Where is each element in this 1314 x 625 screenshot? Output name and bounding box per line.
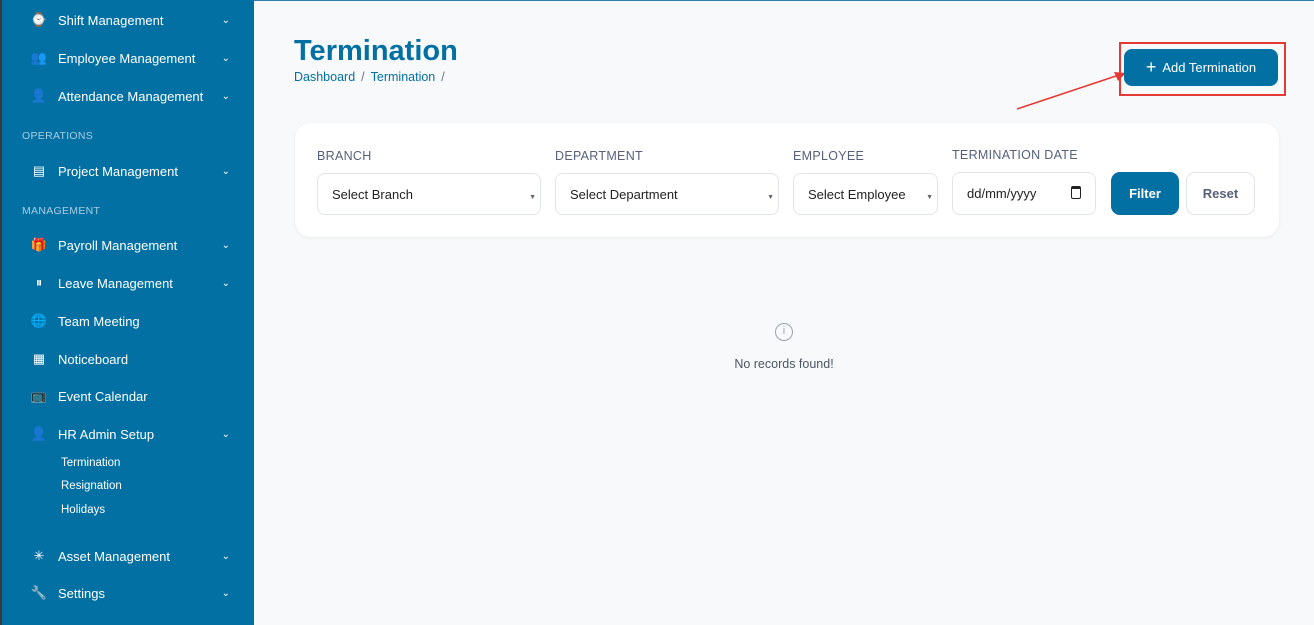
layout-icon: ▤	[32, 163, 46, 178]
section-operations: OPERATIONS	[22, 130, 94, 142]
pause-circle-icon: ⏸	[35, 275, 43, 290]
annotation-arrow	[1016, 72, 1126, 110]
page-title: Termination	[294, 35, 458, 67]
tv-icon: 📺	[30, 388, 48, 403]
sidebar-item-settings[interactable]: 🔧 Settings ⌄	[30, 585, 230, 601]
breadcrumb: Dashboard / Termination /	[294, 70, 445, 84]
reset-button[interactable]: Reset	[1186, 172, 1255, 215]
employee-select[interactable]: Select Employee ▼	[793, 173, 938, 215]
plus-icon: +	[1145, 57, 1157, 77]
empty-state: i No records found!	[254, 323, 1314, 371]
sidebar-subitem-holidays[interactable]: Holidays	[61, 504, 106, 516]
sidebar-subitem-termination[interactable]: Termination	[61, 457, 121, 469]
calendar-icon	[1071, 186, 1081, 199]
highlight-box	[1119, 42, 1286, 96]
caret-down-icon: ▼	[926, 194, 933, 201]
sidebar-item-payroll-management[interactable]: 🎁 Payroll Management ⌄	[30, 237, 230, 253]
chevron-down-icon: ⌄	[221, 587, 230, 599]
sidebar-item-hr-admin-setup[interactable]: 👤 HR Admin Setup ⌄	[30, 426, 230, 442]
breadcrumb-termination[interactable]: Termination	[370, 70, 436, 84]
chevron-down-icon: ⌄	[221, 165, 230, 177]
sidebar-item-team-meeting[interactable]: 🌐 Team Meeting	[30, 313, 140, 329]
section-management: MANAGEMENT	[22, 205, 101, 217]
sidebar-item-leave-management[interactable]: ⏸ Leave Management ⌄	[30, 271, 230, 295]
chevron-down-icon: ⌄	[221, 550, 230, 562]
watch-icon: ⌚	[30, 12, 48, 27]
sidebar-item-event-calendar[interactable]: 📺 Event Calendar	[30, 388, 148, 404]
department-label: DEPARTMENT	[555, 149, 643, 163]
chevron-down-icon: ⌄	[221, 90, 230, 102]
filter-card: BRANCH Select Branch ▼ DEPARTMENT Select …	[295, 123, 1279, 237]
gift-icon: 🎁	[30, 237, 48, 252]
termination-date-label: TERMINATION DATE	[952, 148, 1078, 162]
info-icon: i	[775, 323, 793, 341]
sidebar-subitem-resignation[interactable]: Resignation	[61, 480, 122, 492]
caret-down-icon: ▼	[767, 194, 774, 201]
wrench-icon: 🔧	[30, 585, 48, 600]
add-termination-button[interactable]: + Add Termination	[1124, 49, 1278, 86]
chevron-down-icon: ⌄	[221, 52, 230, 64]
branch-label: BRANCH	[317, 149, 372, 163]
empty-message: No records found!	[734, 357, 834, 371]
user-check-icon: 👤	[30, 88, 48, 103]
branch-select[interactable]: Select Branch ▼	[317, 173, 541, 215]
sidebar-item-shift-management[interactable]: ⌚ Shift Management ⌄	[30, 12, 230, 28]
globe-icon: 🌐	[30, 313, 48, 328]
sidebar-item-attendance-management[interactable]: 👤 Attendance Management ⌄	[30, 88, 230, 104]
sidebar-item-noticeboard[interactable]: ▦ Noticeboard	[30, 347, 230, 371]
chevron-down-icon: ⌄	[221, 277, 230, 289]
sidebar-item-project-management[interactable]: ▤ Project Management ⌄	[30, 159, 230, 183]
chevron-down-icon: ⌄	[221, 14, 230, 26]
calendar-icon: ▦	[32, 351, 46, 366]
filter-button[interactable]: Filter	[1111, 172, 1179, 215]
breadcrumb-dashboard[interactable]: Dashboard	[294, 70, 356, 84]
sidebar-item-asset-management[interactable]: ✳ Asset Management ⌄	[30, 544, 230, 568]
termination-date-input[interactable]: dd/mm/yyyy	[952, 172, 1096, 215]
users-icon: 👥	[30, 50, 48, 65]
user-plus-icon: 👤	[30, 426, 48, 441]
main-content: Termination Dashboard / Termination / + Add …	[254, 0, 1314, 625]
loader-icon: ✳	[33, 548, 45, 563]
sidebar-item-employee-management[interactable]: 👥 Employee Management ⌄	[30, 50, 230, 66]
chevron-down-icon: ⌄	[221, 428, 230, 440]
employee-label: EMPLOYEE	[793, 149, 865, 163]
sidebar: ⌚ Shift Management ⌄ 👥 Employee Management ⌄…	[0, 0, 254, 625]
caret-down-icon: ▼	[529, 194, 536, 201]
department-select[interactable]: Select Department ▼	[555, 173, 779, 215]
chevron-down-icon: ⌄	[221, 239, 230, 251]
